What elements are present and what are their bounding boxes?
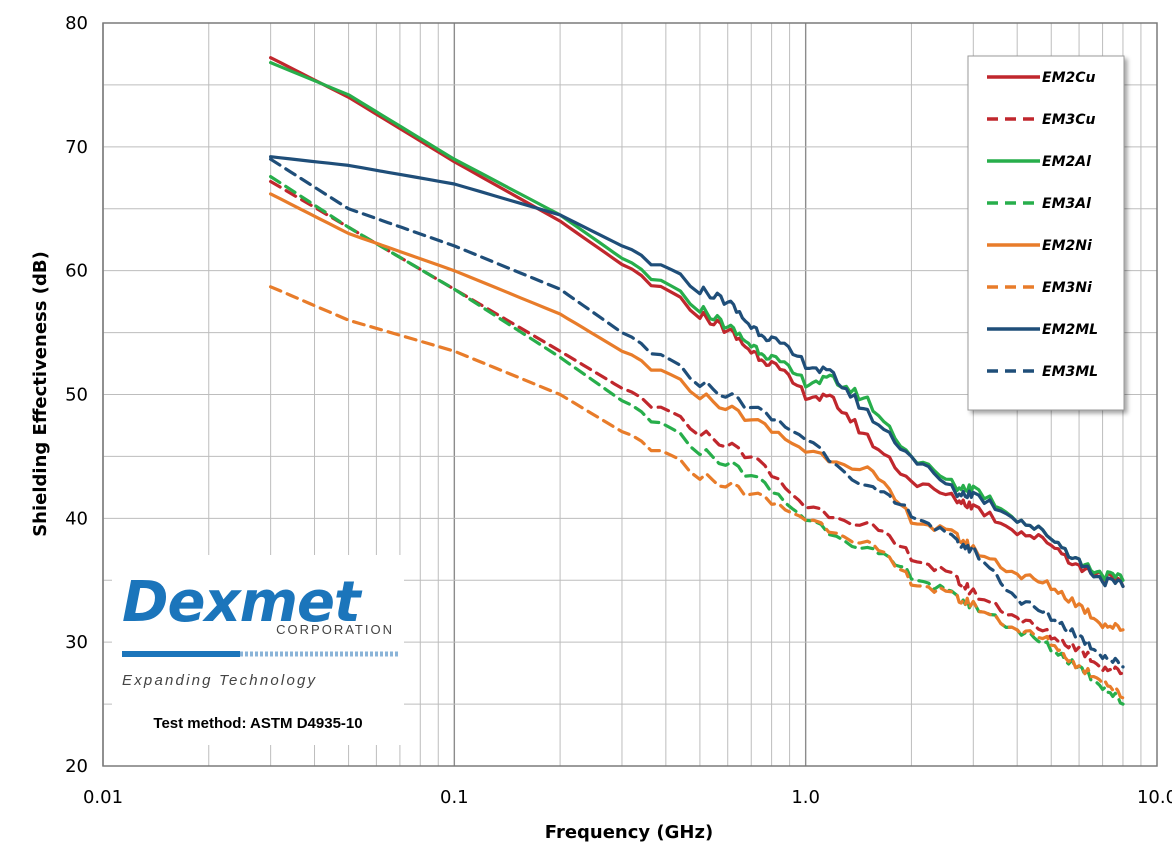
series-line-em3ml <box>269 157 1125 669</box>
logo-tagline: Expanding Technology <box>122 672 317 689</box>
logo-brand: Dexmet <box>122 570 363 635</box>
x-axis-title: Frequency (GHz) <box>545 822 713 843</box>
y-tick-label: 20 <box>65 756 88 777</box>
y-axis-title: Shielding Effectiveness (dB) <box>30 251 51 537</box>
legend-label-em3cu: EM3Cu <box>1042 112 1096 128</box>
series-line-em2ni <box>269 192 1125 632</box>
logo-subtitle: CORPORATION <box>276 622 394 637</box>
y-tick-label: 40 <box>65 508 88 529</box>
series-line-em2ml <box>269 155 1125 588</box>
y-tick-label: 60 <box>65 261 88 282</box>
series-line-em3ni <box>269 285 1125 700</box>
x-tick-label: 0.01 <box>83 787 123 808</box>
series-layer <box>269 56 1125 706</box>
series-line-em3al <box>269 175 1125 706</box>
legend-label-em3al: EM3Al <box>1042 196 1091 212</box>
x-tick-label: 10.0 <box>1137 787 1172 808</box>
tick-labels: 0.01 0.1 1.0 10.0 20 30 40 50 60 70 80 <box>65 13 1172 808</box>
series-line-em3cu <box>269 179 1125 676</box>
legend-label-em3ni: EM3Ni <box>1042 280 1092 296</box>
x-tick-label: 1.0 <box>791 787 820 808</box>
legend: EM2Cu EM3Cu EM2Al EM3Al EM2Ni EM3Ni EM2ML EM3ML <box>967 55 1125 411</box>
test-method-label: Test method: ASTM D4935-10 <box>153 715 362 732</box>
y-tick-label: 50 <box>65 385 88 406</box>
plot-frame <box>102 22 1158 767</box>
legend-label-em2al: EM2Al <box>1042 154 1091 170</box>
legend-label-em2ml: EM2ML <box>1042 322 1098 338</box>
legend-label-em3ml: EM3ML <box>1042 364 1098 380</box>
plot-border <box>102 22 1158 767</box>
logo-box: Dexmet CORPORATION Expanding Technology … <box>112 555 404 745</box>
legend-label-em2cu: EM2Cu <box>1042 70 1096 86</box>
y-tick-label: 30 <box>65 632 88 653</box>
y-tick-label: 80 <box>65 13 88 34</box>
x-tick-label: 0.1 <box>440 787 469 808</box>
legend-label-em2ni: EM2Ni <box>1042 238 1092 254</box>
logo-bar <box>122 651 240 657</box>
y-tick-label: 70 <box>65 137 88 158</box>
series-line-em2cu <box>269 56 1125 588</box>
